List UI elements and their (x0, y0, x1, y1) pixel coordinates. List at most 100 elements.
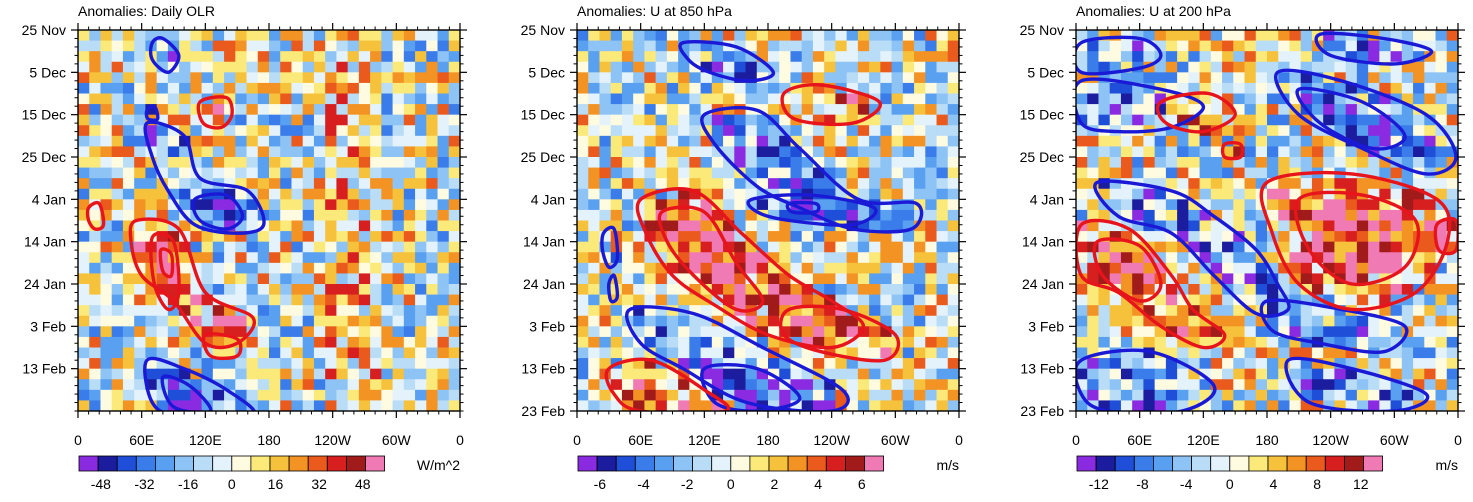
x-tick-label: 60W (1380, 432, 1410, 448)
colorbar-box (1153, 455, 1173, 472)
colorbar-box (193, 455, 214, 472)
colorbar-box (288, 455, 309, 472)
colorbar-box (768, 455, 789, 472)
panel-title: Anomalies: U at 850 hPa (577, 3, 732, 19)
colorbar-box (654, 455, 674, 472)
colorbar-box (1248, 455, 1269, 472)
positive-contour-13 (1293, 190, 1421, 287)
y-tick-label: 4 Jan (531, 191, 565, 207)
negative-contour-1 (148, 36, 181, 74)
negative-contour-4 (785, 200, 821, 215)
colorbar: -12 -8 -4 0 4 8 12 m/s (1076, 455, 1458, 492)
y-tick-label: 24 Jan (24, 276, 66, 292)
colorbar-box (806, 455, 827, 472)
y-tick-label: 3 Feb (1028, 318, 1064, 334)
colorbar-box (1133, 455, 1154, 472)
positive-contour-11 (1220, 141, 1245, 161)
colorbar-label: -4 (1180, 476, 1193, 492)
colorbar-label: -8 (1136, 476, 1149, 492)
x-tick-label: 60E (628, 432, 653, 448)
colorbar-box (845, 455, 865, 472)
colorbar-label: -2 (681, 476, 694, 492)
negative-contour-6 (1093, 179, 1291, 318)
y-tick-label: 14 Jan (523, 234, 565, 250)
negative-contour-4 (1274, 68, 1458, 176)
y-tick-label: 13 Feb (521, 361, 565, 377)
positive-contour-12 (1259, 170, 1452, 312)
colorbar-box (634, 455, 655, 472)
colorbar-box (730, 455, 751, 472)
colorbar-label: -32 (134, 476, 154, 492)
colorbar-box (250, 455, 271, 472)
colorbar-units: m/s (936, 457, 959, 473)
panel-title: Anomalies: U at 200 hPa (1076, 3, 1231, 19)
positive-contour-16 (1433, 216, 1458, 256)
colorbar-label: -4 (637, 476, 650, 492)
negative-contour-1 (1076, 35, 1163, 76)
colorbar-box (596, 455, 617, 472)
negative-contour-5 (143, 356, 256, 411)
negative-contour-3 (143, 120, 266, 235)
anomaly-field (577, 30, 959, 411)
y-tick-label: 15 Dec (22, 107, 66, 123)
y-tick-label: 3 Feb (529, 318, 565, 334)
colorbar-label: -6 (594, 476, 607, 492)
y-tick-label: 3 Feb (30, 318, 66, 334)
x-tick-label: 60W (382, 432, 412, 448)
x-tick-label: 120W (1312, 432, 1349, 448)
positive-contour-12 (778, 304, 901, 363)
positive-contour-11 (657, 205, 765, 313)
x-tick-label: 60E (1127, 432, 1152, 448)
colorbar-box (1210, 455, 1231, 472)
colorbar-box (1344, 455, 1364, 472)
colorbar-label: 4 (814, 476, 822, 492)
colorbar-box (1114, 455, 1135, 472)
negative-contour-2 (144, 104, 160, 122)
colorbar-label: 2 (771, 476, 779, 492)
colorbar-label: -48 (91, 476, 111, 492)
y-tick-label: 23 Feb (1020, 403, 1064, 419)
colorbar-label: 16 (268, 476, 284, 492)
positive-contour-9 (128, 217, 256, 350)
colorbar-box (345, 455, 366, 472)
colorbar-box (692, 455, 713, 472)
colorbar-label: -16 (178, 476, 198, 492)
colorbar-label: 32 (311, 476, 327, 492)
negative-contour-2 (700, 106, 924, 234)
colorbar-label: 6 (858, 476, 866, 492)
colorbar-label: 48 (355, 476, 371, 492)
x-tick-label: 120E (688, 432, 721, 448)
positive-contour-14 (1076, 218, 1227, 350)
colorbar-label: 0 (1226, 476, 1234, 492)
colorbar-box (1229, 455, 1250, 472)
y-tick-label: 14 Jan (24, 234, 66, 250)
positive-contour-13 (604, 357, 731, 411)
colorbar: -6 -4 -2 0 2 4 6 m/s (577, 455, 959, 492)
colorbar-box (1324, 455, 1345, 472)
negative-contour-1 (678, 40, 775, 83)
colorbar-box (1267, 455, 1288, 472)
colorbar-units: m/s (1435, 457, 1458, 473)
colorbar-box (78, 455, 99, 472)
negative-contour-5 (600, 225, 620, 270)
colorbar-box (711, 455, 732, 472)
y-tick-label: 15 Dec (521, 107, 565, 123)
colorbar-box (154, 455, 175, 472)
y-tick-label: 25 Nov (1020, 22, 1064, 38)
colorbar-box (1305, 455, 1326, 472)
x-tick-label: 0 (573, 432, 581, 448)
colorbar-box (673, 455, 694, 472)
negative-contour-3 (746, 193, 878, 227)
negative-contour-6 (606, 273, 620, 304)
positive-contour-7 (196, 95, 234, 130)
positive-contour-11 (158, 247, 175, 279)
colorbar-box (116, 455, 137, 472)
y-tick-label: 24 Jan (523, 276, 565, 292)
panel-3: Anomalies: U at 200 hPa 25 Nov 5 Dec 15 Dec… (1020, 3, 1465, 492)
y-tick-label: 14 Jan (1022, 234, 1064, 250)
negative-contour-8 (700, 362, 802, 411)
x-tick-label: 180 (257, 432, 281, 448)
y-tick-label: 4 Jan (1030, 191, 1064, 207)
